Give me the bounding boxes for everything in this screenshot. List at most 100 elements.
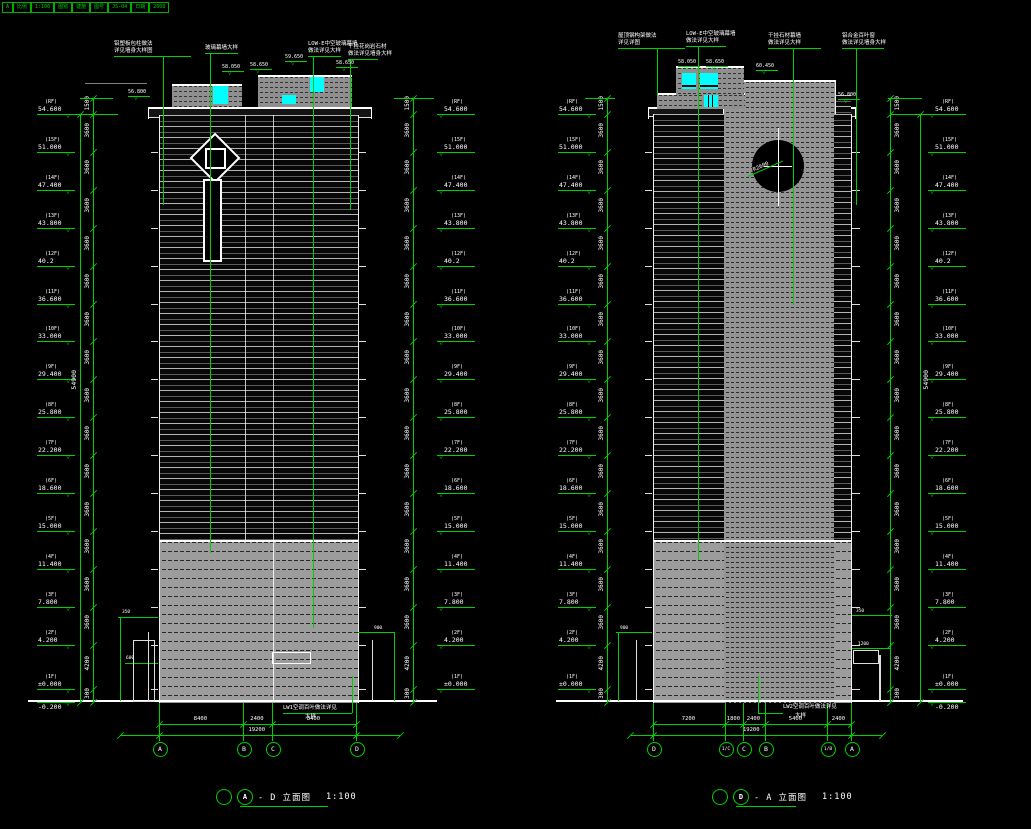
level-line: [928, 341, 966, 343]
caption-scale: 1:100: [821, 792, 853, 802]
note-text: LW1空调百叶做法详见: [283, 705, 337, 711]
level-line: [37, 151, 75, 153]
leader-line: [350, 59, 351, 210]
level-line: [558, 644, 596, 646]
dim-text: 2400: [746, 716, 761, 722]
roof-level-line: [128, 96, 150, 97]
porthole-axis-v: [778, 128, 779, 206]
level-line: [437, 189, 475, 191]
dim-text: 3600: [598, 577, 605, 592]
toolbar-cell[interactable]: 日期: [131, 2, 150, 13]
line: [618, 632, 619, 701]
level-line: [37, 568, 75, 570]
annotation-text: 做法详见大样: [308, 48, 342, 54]
floor-tick: [852, 688, 860, 690]
level-label: (8F): [45, 402, 58, 409]
level-line: [558, 568, 596, 570]
level-value: 43.800: [559, 218, 583, 227]
parapet-tick: [648, 107, 649, 119]
floor-tick: [645, 568, 652, 570]
dim-text: 3600: [404, 312, 411, 327]
leader-line: [352, 676, 353, 713]
dim-tick: [878, 731, 887, 740]
toolbar-cell[interactable]: 比例: [13, 2, 32, 13]
level-triangle: ▽: [66, 112, 71, 120]
toolbar-cell[interactable]: 图别: [54, 2, 73, 13]
line: [616, 632, 652, 633]
level-value: 25.800: [444, 408, 468, 417]
floor-tick: [645, 644, 652, 646]
toolbar-cell[interactable]: A: [2, 2, 14, 13]
dim-text: 3600: [84, 425, 91, 441]
level-line: [437, 379, 475, 381]
level-triangle: ▽: [930, 225, 935, 234]
level-triangle: ▽: [587, 187, 592, 196]
floor-tick: [151, 341, 158, 343]
toolbar-cell[interactable]: 图号: [90, 2, 109, 13]
roof-level-value: 60.450: [756, 63, 775, 69]
level-value: 51.000: [38, 142, 62, 151]
parapet-tick: [855, 107, 856, 119]
dim-text: 3600: [404, 615, 411, 630]
dim-text: 3600: [404, 236, 411, 251]
level-triangle: ▽: [66, 604, 71, 613]
floor-tick: [151, 417, 158, 419]
level-value: 7.800: [38, 597, 58, 606]
tower-right-curtainwall: [834, 114, 852, 540]
caption-right: D - A 立面图 1:100: [712, 789, 853, 805]
dim-overall: [80, 114, 81, 702]
level-line: [437, 151, 475, 153]
level-line: [928, 644, 966, 646]
level-label: (2F): [566, 629, 579, 636]
level-value: 25.800: [559, 408, 583, 417]
grid-ref-circle: D: [733, 789, 749, 805]
leader-line: [758, 713, 783, 714]
dim-text: 7200: [681, 716, 696, 722]
toolbar-cell[interactable]: JS-04: [108, 2, 132, 13]
dim-text: 3600: [598, 312, 605, 327]
level-triangle: ▽: [587, 491, 592, 499]
level-triangle: ▽: [66, 301, 71, 310]
leader-line: [210, 53, 211, 553]
floor-tick: [852, 493, 860, 494]
level-label: (7F): [451, 440, 464, 447]
level-line: [558, 417, 596, 419]
level-triangle: ▽: [66, 700, 71, 708]
level-label: (3F): [451, 591, 464, 598]
toolbar-cell[interactable]: 2008: [149, 2, 170, 13]
level-label: (3F): [45, 591, 58, 598]
dim-text: 3600: [84, 349, 91, 365]
toolbar-cell[interactable]: 1:100: [31, 2, 55, 13]
toolbar-cell[interactable]: 建施: [72, 2, 91, 13]
level-triangle: ▽: [439, 642, 444, 651]
level-value: 40.2: [559, 256, 575, 265]
level-triangle: ▽: [439, 263, 444, 272]
leader-line: [308, 56, 341, 57]
annotation-text: 玻璃幕墙大样: [205, 45, 239, 51]
roof-level-line: [336, 67, 358, 68]
level-label: (13F): [451, 212, 467, 219]
line: [394, 98, 434, 99]
dim-text: 3600: [894, 160, 901, 175]
level-value: 15.000: [444, 521, 468, 530]
ornament-stem: [203, 179, 222, 262]
dim-text: 3600: [894, 312, 901, 327]
dim-text: 3600: [404, 387, 411, 403]
level-line: [37, 114, 75, 115]
level-label: (15F): [942, 136, 958, 143]
floor-tick: [852, 644, 860, 646]
level-triangle: ▽: [439, 301, 444, 310]
grid-line: [765, 703, 766, 741]
tower-right-podium: [653, 540, 724, 703]
floor-tick: [151, 303, 158, 305]
level-line: [928, 702, 966, 703]
level-line: [558, 341, 596, 343]
level-label: (7F): [942, 440, 955, 447]
dim-text: 3600: [84, 463, 91, 479]
line: [75, 114, 118, 115]
level-triangle: ▽: [66, 149, 71, 158]
dim-text: 2400: [831, 716, 846, 722]
level-label: (14F): [45, 174, 61, 181]
level-triangle: ▽: [930, 528, 935, 537]
level-line: [37, 227, 75, 229]
